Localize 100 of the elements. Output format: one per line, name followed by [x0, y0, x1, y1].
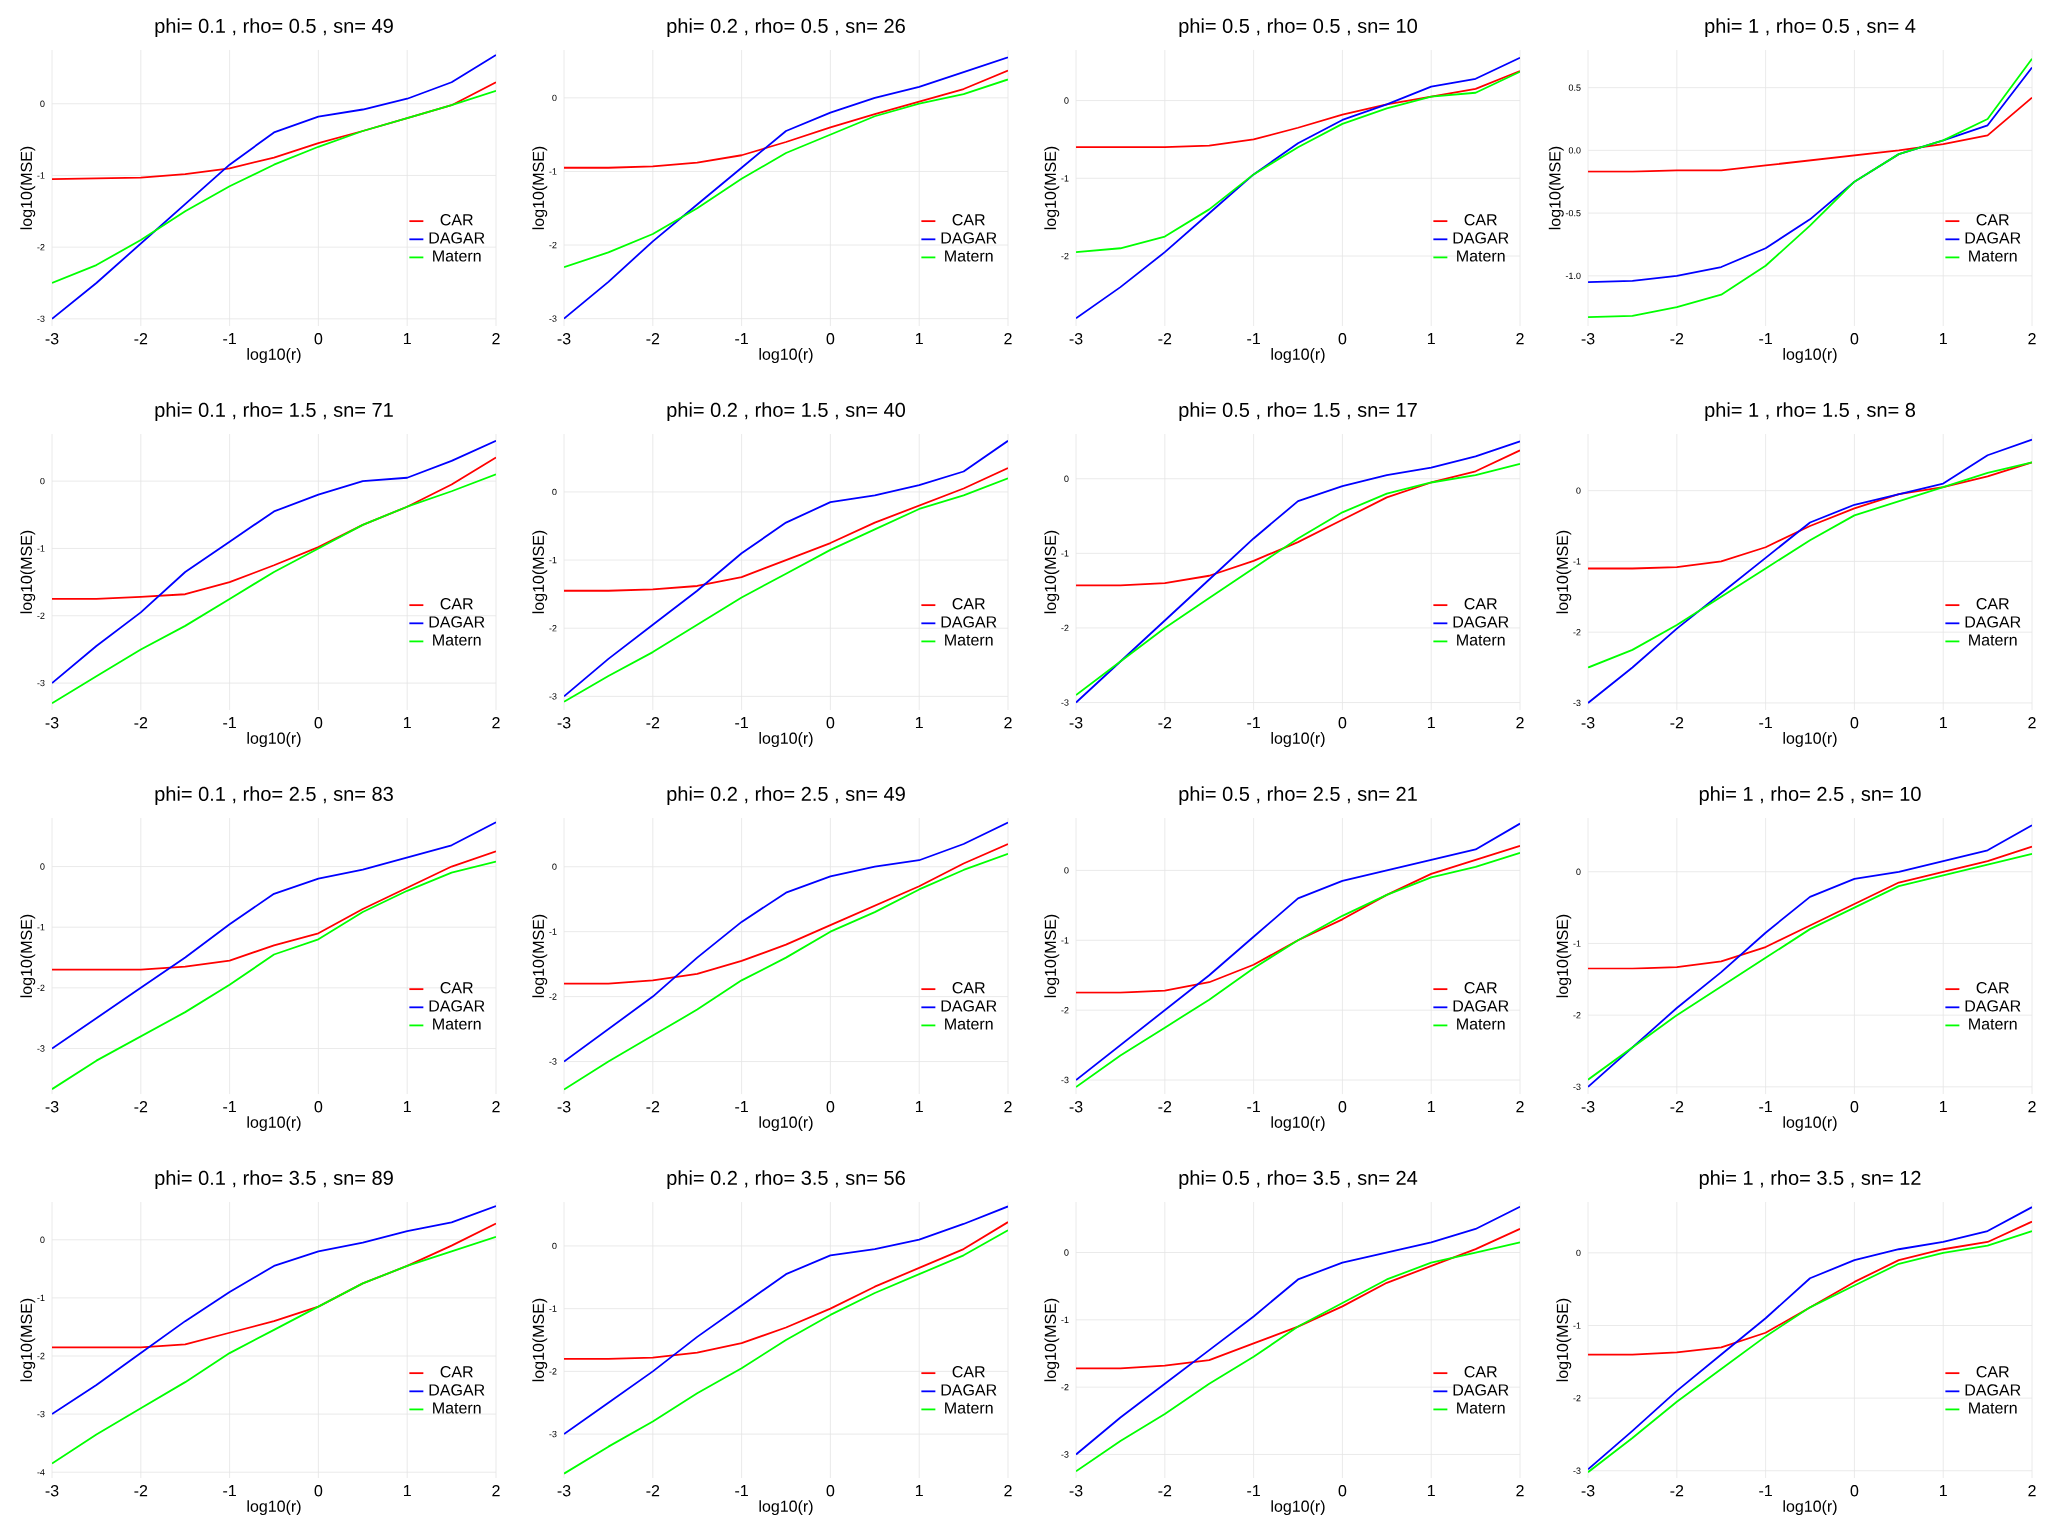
x-axis-title: log10(r) — [1271, 1500, 1325, 1516]
legend-label: DAGAR — [429, 232, 485, 244]
legend-label: DAGAR — [941, 1384, 997, 1396]
y-tick-label: 0 — [552, 94, 557, 102]
x-tick-label: -2 — [134, 1485, 148, 1497]
x-tick-label: -2 — [134, 717, 148, 729]
legend-label: Matern — [433, 1018, 481, 1030]
x-tick-label: 2 — [1004, 1485, 1012, 1497]
x-tick-label: -2 — [646, 717, 660, 729]
y-axis-title: log10(MSE) — [20, 146, 36, 230]
x-tick-label: -1 — [735, 1101, 748, 1113]
y-tick-label: -2 — [1061, 1007, 1069, 1014]
legend-label: DAGAR — [1965, 232, 2021, 244]
x-tick-label: 1 — [915, 1101, 923, 1113]
x-tick-label: -1 — [1247, 717, 1260, 729]
x-tick-label: 0 — [1850, 717, 1859, 729]
legend-label: DAGAR — [1453, 1000, 1509, 1012]
x-tick-label: 2 — [1516, 1485, 1524, 1497]
y-axis-title: log10(MSE) — [20, 1298, 36, 1382]
y-tick-label: 0.0 — [1568, 147, 1581, 154]
y-axis-title: log10(MSE) — [1044, 530, 1060, 614]
legend-label: Matern — [945, 634, 993, 646]
y-tick-label: -3 — [549, 1058, 557, 1065]
y-axis-title: log10(MSE) — [532, 1298, 548, 1382]
y-axis-title: log10(MSE) — [1556, 530, 1572, 614]
x-tick-label: -2 — [646, 1101, 660, 1113]
y-tick-label: -3 — [1061, 699, 1069, 706]
chart-title: phi= 0.2 , rho= 1.5 , sn= 40 — [667, 402, 905, 421]
y-axis-title: log10(MSE) — [20, 914, 36, 998]
line-series — [1076, 56, 1520, 320]
y-tick-label: -1 — [1573, 940, 1581, 947]
chart-title: phi= 1 , rho= 3.5 , sn= 12 — [1699, 1170, 1921, 1189]
x-tick-label: -1 — [1247, 1101, 1260, 1113]
y-tick-label: -3 — [37, 1045, 45, 1052]
y-tick-label: -3 — [37, 1410, 45, 1418]
legend-label: Matern — [433, 634, 481, 646]
x-tick-label: 0 — [314, 717, 323, 729]
y-tick-label: -2 — [1061, 1384, 1069, 1391]
chart-title: phi= 0.5 , rho= 3.5 , sn= 24 — [1179, 1170, 1418, 1189]
y-tick-label: -1 — [37, 172, 45, 179]
chart-title: phi= 0.2 , rho= 2.5 , sn= 49 — [667, 786, 905, 805]
y-tick-label: -4 — [37, 1469, 45, 1476]
legend-label: DAGAR — [1965, 616, 2021, 628]
x-tick-label: 1 — [403, 717, 411, 729]
legend-label: CAR — [1976, 982, 2009, 994]
x-tick-label: -2 — [1670, 1101, 1684, 1113]
y-axis-title: log10(MSE) — [532, 530, 548, 614]
legend-label: Matern — [1457, 1018, 1505, 1030]
x-tick-label: -1 — [735, 717, 748, 729]
y-tick-label: -2 — [37, 612, 45, 619]
y-tick-label: -2 — [549, 241, 557, 249]
x-tick-label: 1 — [1939, 717, 1947, 729]
line-series — [52, 89, 496, 284]
y-tick-label: -1 — [549, 1305, 557, 1312]
chart-title: phi= 0.5 , rho= 0.5 , sn= 10 — [1179, 18, 1418, 37]
y-tick-label: -1 — [37, 545, 45, 552]
y-tick-label: -0.5 — [1565, 209, 1581, 217]
x-tick-label: 1 — [1427, 333, 1435, 345]
legend-label: DAGAR — [1453, 616, 1509, 628]
x-tick-label: 1 — [403, 333, 411, 345]
y-tick-label: -2 — [1061, 624, 1069, 632]
y-tick-label: -2 — [549, 993, 557, 1000]
x-tick-label: -1 — [735, 333, 748, 345]
y-tick-label: -1 — [1573, 1322, 1581, 1329]
y-tick-label: 0 — [1576, 1249, 1581, 1257]
legend-label: DAGAR — [429, 1384, 485, 1396]
line-series — [564, 56, 1008, 320]
chart-title: phi= 0.1 , rho= 1.5 , sn= 71 — [155, 402, 393, 421]
legend-label: DAGAR — [429, 1000, 485, 1012]
line-series — [1076, 845, 1520, 994]
legend-label: CAR — [440, 214, 473, 226]
x-tick-label: 1 — [1939, 1101, 1947, 1113]
y-tick-label: 0 — [1064, 475, 1069, 482]
legend-label: Matern — [1969, 250, 2017, 262]
x-tick-label: 2 — [1004, 333, 1012, 345]
line-series — [1588, 57, 2033, 319]
y-tick-label: 0 — [40, 100, 45, 107]
line-series — [564, 1205, 1008, 1436]
chart-title: phi= 0.5 , rho= 1.5 , sn= 17 — [1179, 402, 1417, 421]
x-tick-label: 1 — [1427, 1101, 1435, 1113]
y-tick-label: -1 — [37, 1294, 45, 1301]
y-tick-label: 0 — [1064, 867, 1069, 874]
legend-label: DAGAR — [941, 1000, 997, 1012]
y-tick-label: -3 — [1573, 699, 1581, 707]
legend-label: CAR — [1976, 214, 2009, 226]
x-tick-label: -1 — [223, 333, 236, 345]
x-axis-title: log10(r) — [1783, 348, 1837, 364]
x-tick-label: 2 — [1516, 1101, 1524, 1113]
x-tick-label: -1 — [223, 1101, 236, 1113]
x-axis-title: log10(r) — [759, 348, 813, 364]
line-series — [1076, 1241, 1520, 1473]
y-tick-label: -2 — [1573, 1012, 1581, 1019]
y-tick-label: 0 — [1064, 97, 1069, 104]
y-tick-label: -1 — [549, 168, 557, 175]
x-tick-label: 2 — [1004, 1101, 1012, 1113]
x-tick-label: -1 — [223, 717, 236, 729]
y-tick-label: 0 — [1064, 1249, 1069, 1256]
y-axis-title: log10(MSE) — [532, 914, 548, 998]
x-axis-title: log10(r) — [1271, 732, 1325, 748]
y-axis-title: log10(MSE) — [1556, 1298, 1572, 1382]
